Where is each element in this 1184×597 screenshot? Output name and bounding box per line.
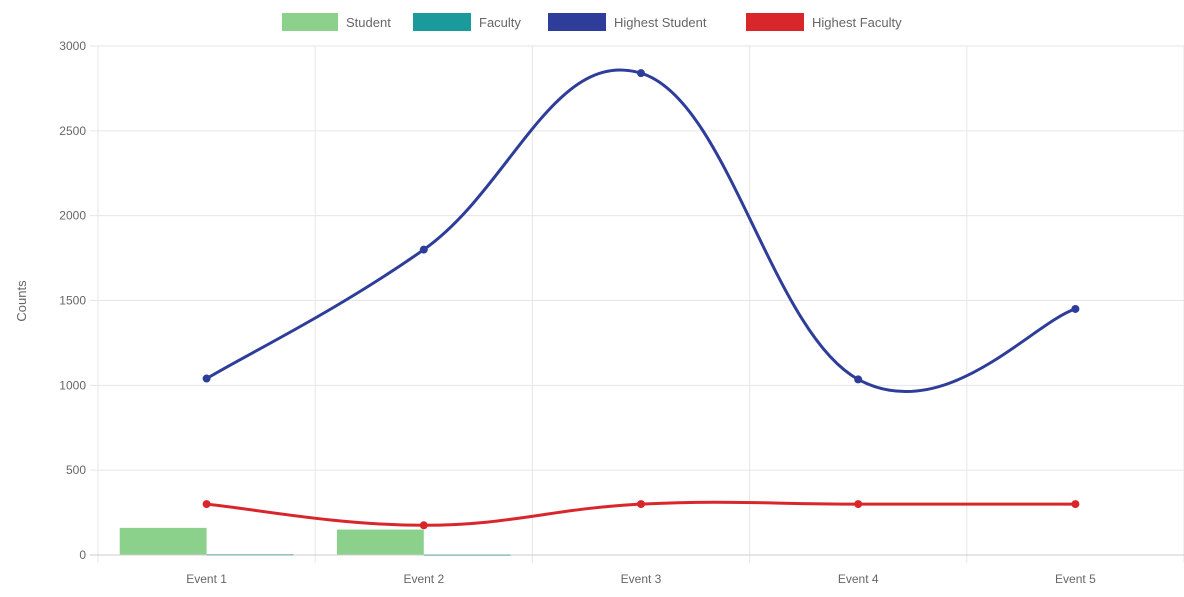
data-point <box>854 375 863 384</box>
legend-swatch <box>746 13 804 31</box>
legend: Student Faculty Highest Student Highest Fac… <box>282 13 902 31</box>
data-point <box>1071 500 1080 509</box>
y-axis-label: Counts <box>14 280 29 322</box>
legend-label: Highest Faculty <box>812 15 902 30</box>
lines <box>202 68 1080 530</box>
y-tick-label: 0 <box>79 548 86 562</box>
series-line <box>205 68 1076 394</box>
legend-swatch <box>548 13 606 31</box>
bar <box>336 529 424 555</box>
x-tick-label: Event 3 <box>621 572 662 586</box>
x-tick-label: Event 5 <box>1055 572 1096 586</box>
y-tick-label: 1000 <box>59 378 86 392</box>
data-point <box>637 69 645 78</box>
legend-swatch <box>413 13 471 31</box>
data-point <box>419 521 428 530</box>
data-point <box>1071 304 1080 313</box>
data-point <box>202 374 211 383</box>
y-tick-label: 500 <box>66 463 86 477</box>
legend-label: Highest Student <box>614 15 707 30</box>
x-tick-label: Event 4 <box>838 572 879 586</box>
axes: 0 500 1000 1500 2000 2500 3000 Event 1 Event 2 Ev… <box>59 39 1184 586</box>
x-tick-label: Event 2 <box>403 572 444 586</box>
x-tick-label: Event 1 <box>186 572 227 586</box>
data-point <box>202 500 211 509</box>
y-tick-label: 1500 <box>59 294 86 308</box>
data-point <box>854 500 863 509</box>
y-tick-label: 2000 <box>59 209 86 223</box>
grid <box>90 45 1184 563</box>
legend-label: Student <box>346 15 391 30</box>
y-tick-label: 2500 <box>59 124 86 138</box>
legend-swatch <box>282 13 338 31</box>
bar <box>119 527 207 555</box>
data-point <box>419 245 428 254</box>
legend-label: Faculty <box>479 15 521 30</box>
y-tick-label: 3000 <box>59 39 86 53</box>
data-point <box>637 500 645 509</box>
